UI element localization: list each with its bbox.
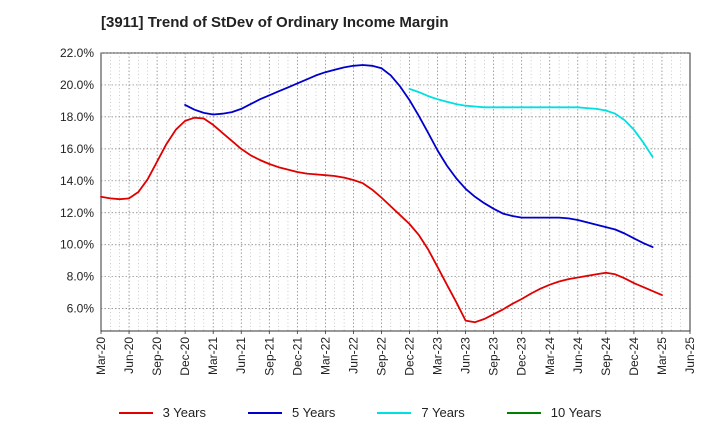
x-tick-label: Mar-25 [655, 337, 669, 375]
x-tick-label: Sep-21 [262, 337, 276, 376]
series-line-7-years [408, 88, 654, 158]
legend-item: 5 Years [248, 405, 335, 420]
x-tick-label: Jun-20 [122, 337, 136, 374]
y-tick-label: 8.0% [67, 270, 95, 284]
series-line-5-years [184, 64, 654, 248]
x-tick-label: Mar-22 [318, 337, 332, 375]
plot-area [100, 52, 691, 332]
series-lines [100, 64, 663, 324]
x-tick-label: Jun-22 [346, 337, 360, 374]
x-tick-label: Dec-22 [403, 337, 417, 376]
legend-label: 7 Years [421, 405, 465, 420]
x-tick-label: Dec-23 [515, 337, 529, 376]
x-tick-label: Mar-24 [543, 337, 557, 375]
x-tick-label: Jun-24 [571, 337, 585, 374]
legend-swatch [248, 411, 282, 414]
legend-swatch [118, 411, 153, 414]
y-axis: 6.0% 8.0% 10.0% 12.0% 14.0% 16.0% 18.0% 20.0% 22… [60, 46, 94, 316]
x-tick-label: Mar-20 [94, 337, 108, 375]
x-tick-label: Dec-20 [178, 337, 192, 376]
y-tick-label: 16.0% [60, 142, 94, 156]
y-tick-label: 12.0% [60, 206, 94, 220]
x-tick-label: Dec-24 [627, 337, 641, 376]
y-tick-label: 10.0% [60, 238, 94, 252]
y-tick-label: 6.0% [67, 302, 95, 316]
legend-item: 10 Years [506, 405, 602, 420]
x-tick-label: Mar-21 [206, 337, 220, 375]
chart-title: [3911] Trend of StDev of Ordinary Income… [101, 14, 449, 31]
x-tick-label: Sep-20 [150, 337, 164, 376]
x-tick-label: Sep-24 [599, 337, 613, 376]
legend-swatch [506, 411, 541, 414]
y-tick-label: 22.0% [60, 46, 94, 60]
x-tick-label: Sep-23 [487, 337, 501, 376]
plot-frame [100, 52, 691, 332]
x-tick-label: Sep-22 [374, 337, 388, 376]
series-line-3-years [100, 116, 663, 324]
x-tick-label: Jun-25 [683, 337, 697, 374]
x-tick-label: Jun-21 [234, 337, 248, 374]
y-tick-label: 14.0% [60, 174, 94, 188]
y-tick-label: 20.0% [60, 78, 94, 92]
y-tick-label: 18.0% [60, 110, 94, 124]
legend-item: 3 Years [118, 405, 206, 420]
grid-lines [101, 52, 690, 331]
legend-label: 3 Years [162, 405, 206, 420]
x-tick-label: Mar-23 [431, 337, 445, 375]
x-tick-label: Dec-21 [290, 337, 304, 376]
legend-swatch [377, 411, 412, 414]
x-axis: Mar-20 Jun-20 Sep-20 Dec-20 Mar-21 Jun-21 Sep-… [94, 331, 697, 376]
x-tick-label: Jun-23 [459, 337, 473, 374]
legend-label: 10 Years [550, 405, 602, 420]
legend-item: 7 Years [377, 405, 465, 420]
legend-label: 5 Years [292, 405, 336, 420]
legend: 3 Years 5 Years 7 Years 10 Years [0, 405, 720, 420]
